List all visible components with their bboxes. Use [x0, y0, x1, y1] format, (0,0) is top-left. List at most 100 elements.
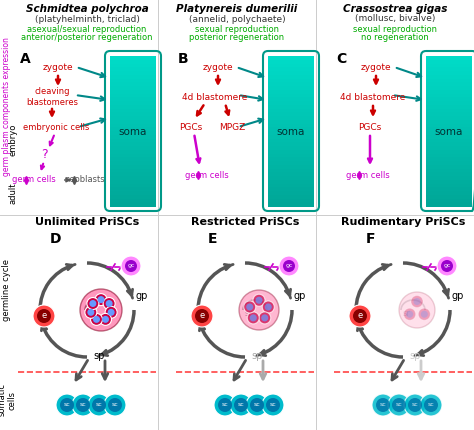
Text: germ plasm components expression: germ plasm components expression [2, 37, 11, 176]
Circle shape [392, 398, 406, 412]
FancyBboxPatch shape [426, 112, 472, 117]
Text: gp: gp [452, 291, 464, 301]
FancyBboxPatch shape [426, 64, 472, 68]
FancyBboxPatch shape [426, 154, 472, 158]
Text: sp: sp [251, 351, 263, 361]
Text: sc: sc [237, 402, 245, 408]
FancyBboxPatch shape [426, 127, 472, 132]
FancyBboxPatch shape [110, 172, 156, 177]
Text: soma: soma [119, 127, 147, 137]
FancyBboxPatch shape [110, 150, 156, 154]
FancyBboxPatch shape [268, 93, 314, 98]
Circle shape [399, 292, 435, 328]
Circle shape [250, 314, 257, 321]
FancyBboxPatch shape [110, 71, 156, 76]
Text: sc: sc [111, 402, 118, 408]
FancyBboxPatch shape [426, 199, 472, 203]
FancyBboxPatch shape [110, 60, 156, 64]
FancyBboxPatch shape [268, 176, 314, 181]
Text: sc: sc [428, 402, 434, 408]
FancyBboxPatch shape [268, 154, 314, 158]
FancyBboxPatch shape [110, 120, 156, 125]
FancyBboxPatch shape [268, 60, 314, 64]
Circle shape [102, 316, 109, 323]
Circle shape [33, 305, 55, 327]
FancyBboxPatch shape [426, 135, 472, 139]
Circle shape [265, 304, 272, 310]
Circle shape [105, 306, 117, 318]
Circle shape [266, 398, 280, 412]
Text: gc: gc [285, 264, 293, 268]
Circle shape [125, 260, 137, 272]
Text: sp: sp [93, 351, 105, 361]
Circle shape [253, 294, 265, 306]
Text: sc: sc [411, 402, 419, 408]
FancyBboxPatch shape [110, 180, 156, 184]
Text: posterior regeneration: posterior regeneration [190, 34, 284, 43]
FancyBboxPatch shape [110, 191, 156, 196]
Text: zygote: zygote [361, 64, 392, 73]
Text: sc: sc [254, 402, 260, 408]
FancyBboxPatch shape [426, 161, 472, 166]
Circle shape [87, 298, 99, 310]
FancyBboxPatch shape [268, 157, 314, 162]
FancyBboxPatch shape [426, 56, 472, 61]
Circle shape [246, 304, 253, 310]
FancyBboxPatch shape [268, 86, 314, 91]
Text: 4d blastomere: 4d blastomere [340, 92, 406, 101]
FancyBboxPatch shape [426, 79, 472, 83]
Text: soma: soma [435, 127, 463, 137]
Circle shape [408, 398, 422, 412]
Text: anterior/posterior regeneration: anterior/posterior regeneration [21, 34, 153, 43]
Circle shape [98, 296, 104, 303]
FancyBboxPatch shape [110, 67, 156, 72]
Text: germline cycle: germline cycle [2, 259, 11, 321]
FancyBboxPatch shape [426, 123, 472, 128]
FancyBboxPatch shape [426, 172, 472, 177]
Circle shape [230, 394, 252, 416]
Circle shape [93, 316, 100, 323]
Circle shape [72, 394, 94, 416]
Text: sc: sc [380, 402, 386, 408]
FancyBboxPatch shape [268, 116, 314, 121]
Circle shape [100, 313, 111, 326]
Circle shape [106, 300, 113, 307]
FancyBboxPatch shape [110, 165, 156, 169]
Circle shape [411, 295, 423, 307]
FancyBboxPatch shape [110, 142, 156, 147]
FancyBboxPatch shape [426, 195, 472, 200]
FancyBboxPatch shape [268, 150, 314, 154]
Circle shape [262, 394, 284, 416]
Text: B: B [178, 52, 189, 66]
Text: PGCs: PGCs [179, 123, 202, 132]
Text: MPGZ: MPGZ [219, 123, 245, 132]
Circle shape [413, 298, 420, 305]
FancyBboxPatch shape [268, 71, 314, 76]
FancyBboxPatch shape [268, 127, 314, 132]
Text: cleaving
blastomeres: cleaving blastomeres [26, 87, 78, 107]
FancyBboxPatch shape [110, 116, 156, 121]
Circle shape [259, 312, 271, 324]
FancyBboxPatch shape [110, 93, 156, 98]
FancyBboxPatch shape [268, 56, 314, 61]
Text: sc: sc [96, 402, 102, 408]
Circle shape [406, 311, 413, 318]
FancyBboxPatch shape [268, 180, 314, 184]
Text: F: F [366, 232, 375, 246]
Text: PGCs: PGCs [358, 123, 382, 132]
FancyBboxPatch shape [268, 120, 314, 125]
Text: germ cells: germ cells [346, 171, 390, 179]
FancyBboxPatch shape [268, 172, 314, 177]
FancyBboxPatch shape [268, 184, 314, 188]
Text: germ cells: germ cells [12, 175, 56, 184]
Text: gp: gp [294, 291, 306, 301]
FancyBboxPatch shape [426, 150, 472, 154]
FancyBboxPatch shape [268, 195, 314, 200]
Circle shape [85, 306, 97, 318]
FancyBboxPatch shape [426, 90, 472, 95]
FancyBboxPatch shape [110, 154, 156, 158]
Circle shape [283, 260, 295, 272]
FancyBboxPatch shape [110, 169, 156, 173]
FancyBboxPatch shape [426, 187, 472, 192]
FancyBboxPatch shape [268, 138, 314, 143]
